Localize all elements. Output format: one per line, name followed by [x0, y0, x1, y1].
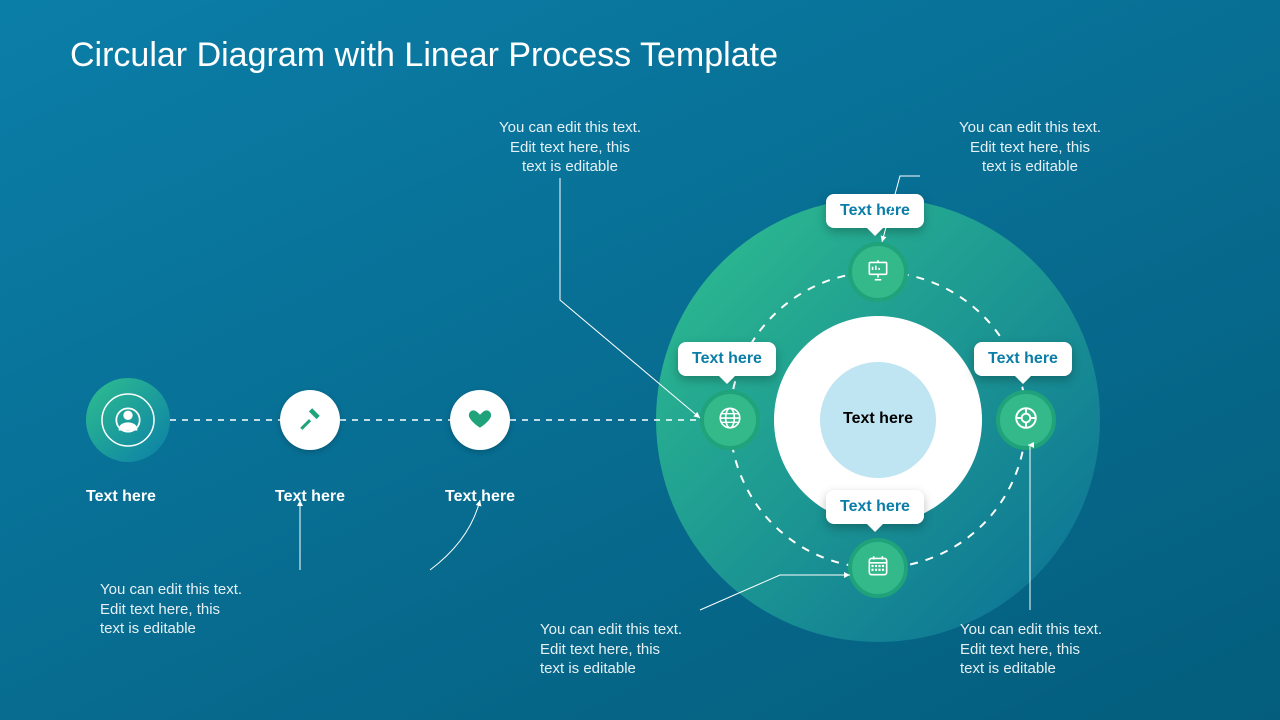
linear-label-gavel: Text here	[250, 488, 370, 506]
center-label: Text here	[798, 410, 958, 428]
orbit-bubble-right: Text here	[974, 342, 1072, 376]
calendar-icon	[865, 553, 891, 584]
orbit-bubble-left: Text here	[678, 342, 776, 376]
linear-label-heart: Text here	[420, 488, 540, 506]
presentation-icon	[865, 257, 891, 288]
heart-icon	[467, 405, 493, 436]
linear-node-heart	[450, 390, 510, 450]
gavel-icon	[297, 405, 323, 436]
lifebuoy-icon	[1013, 405, 1039, 436]
linear-node-user	[86, 378, 170, 462]
orbit-bubble-bottom: Text here	[826, 490, 924, 524]
slide-title: Circular Diagram with Linear Process Tem…	[70, 36, 778, 75]
orbit-node-bottom	[848, 538, 908, 598]
callout-c5: You can edit this text.Edit text here, t…	[100, 580, 300, 639]
globe-icon	[717, 405, 743, 436]
callout-c2: You can edit this text.Edit text here, t…	[930, 118, 1130, 177]
callout-c4: You can edit this text.Edit text here, t…	[540, 620, 740, 679]
person-icon	[114, 406, 142, 439]
slide-stage: Circular Diagram with Linear Process Tem…	[0, 0, 1280, 720]
linear-node-gavel	[280, 390, 340, 450]
orbit-node-left	[700, 390, 760, 450]
callout-c1: You can edit this text.Edit text here, t…	[470, 118, 670, 177]
orbit-bubble-top: Text here	[826, 194, 924, 228]
linear-label-user: Text here	[86, 488, 206, 506]
orbit-node-right	[996, 390, 1056, 450]
orbit-node-top	[848, 242, 908, 302]
callout-c3: You can edit this text.Edit text here, t…	[960, 620, 1160, 679]
